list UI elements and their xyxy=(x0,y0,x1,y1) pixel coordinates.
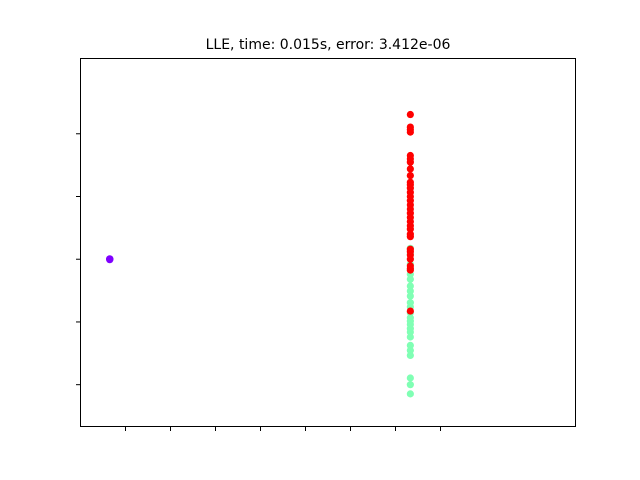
data-point xyxy=(407,129,414,136)
data-point xyxy=(106,256,113,263)
data-point xyxy=(407,276,414,283)
data-point xyxy=(407,233,414,240)
data-point xyxy=(407,165,414,172)
data-point xyxy=(407,390,414,397)
cluster-purple xyxy=(106,255,113,263)
data-point xyxy=(407,256,414,263)
data-point xyxy=(407,292,414,299)
data-point xyxy=(407,333,414,340)
data-point xyxy=(407,111,414,118)
data-point xyxy=(407,172,414,179)
data-point xyxy=(407,374,414,381)
data-point xyxy=(407,307,414,314)
data-point xyxy=(407,352,414,359)
data-point xyxy=(407,381,414,388)
data-point xyxy=(407,267,414,274)
chart-title: LLE, time: 0.015s, error: 3.412e-06 xyxy=(206,37,451,53)
data-point xyxy=(407,159,414,166)
